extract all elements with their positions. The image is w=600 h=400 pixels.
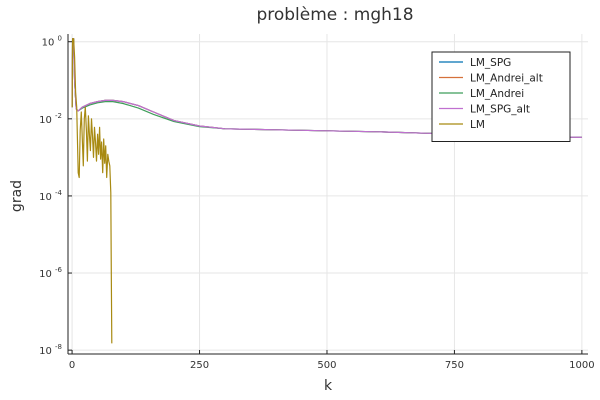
legend-box: [431, 51, 571, 142]
legend-label-lm: LM: [470, 119, 485, 131]
legend-label-lm-andrei-alt: LM_Andrei_alt: [470, 73, 543, 85]
x-tick-label: 750: [445, 360, 464, 371]
x-tick-label: 500: [317, 360, 336, 371]
series-layer: [71, 38, 582, 344]
x-axis-label: k: [324, 378, 333, 394]
y-tick-label: 10 -8: [39, 343, 62, 357]
y-tick-label: 10 -2: [39, 112, 62, 126]
legend-label-lm-spg-alt: LM_SPG_alt: [470, 104, 530, 116]
x-tick-label: 1000: [569, 360, 594, 371]
legend-label-lm-andrei: LM_Andrei: [470, 88, 524, 100]
y-tick-label: 10 0: [42, 35, 62, 49]
x-tick-label: 0: [69, 360, 75, 371]
x-tick-label: 250: [190, 360, 209, 371]
series-line-lm: [71, 38, 113, 344]
y-axis-label: grad: [9, 180, 25, 212]
y-tick-label: 10 -4: [39, 189, 62, 203]
axis-layer: 0 250 500 750 1000 10 0 10 -2 10 -4 10 -6 10 -8: [39, 34, 595, 371]
chart-title: problème : mgh18: [256, 5, 413, 25]
legend: LM_SPG LM_Andrei_alt LM_Andrei LM_SPG_alt LM: [431, 51, 571, 142]
y-tick-label: 10 -6: [39, 266, 62, 280]
legend-label-lm-spg: LM_SPG: [470, 57, 511, 69]
